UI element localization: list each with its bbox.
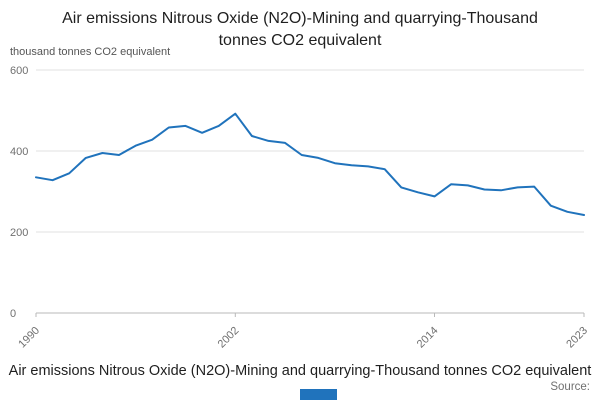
- svg-text:2002: 2002: [216, 325, 242, 351]
- footer-caption: Air emissions Nitrous Oxide (N2O)-Mining…: [8, 363, 592, 379]
- source-label: Source:: [550, 381, 590, 393]
- svg-text:2014: 2014: [415, 325, 441, 351]
- svg-text:400: 400: [10, 146, 28, 158]
- svg-text:200: 200: [10, 227, 28, 239]
- svg-text:2023: 2023: [564, 325, 590, 351]
- svg-text:0: 0: [10, 308, 16, 320]
- svg-text:600: 600: [10, 65, 28, 77]
- svg-text:1990: 1990: [16, 325, 42, 351]
- chart-title: Air emissions Nitrous Oxide (N2O)-Mining…: [62, 10, 538, 49]
- logo-fragment: [300, 389, 337, 400]
- footer-caption-wrap: Air emissions Nitrous Oxide (N2O)-Mining…: [0, 363, 600, 379]
- y-axis-unit-label: thousand tonnes CO2 equivalent: [10, 46, 171, 58]
